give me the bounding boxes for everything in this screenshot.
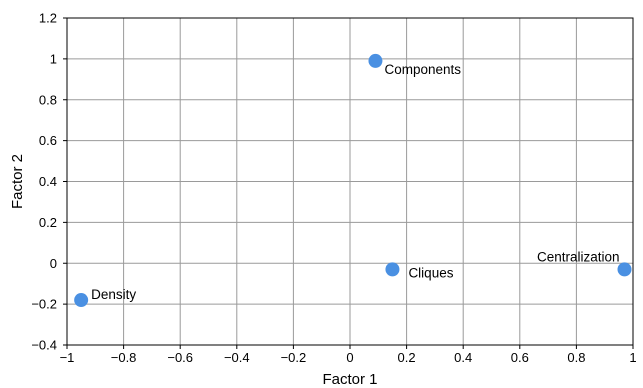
y-tick-label: 1 [50, 51, 57, 66]
x-tick-label: 0.6 [511, 350, 529, 365]
x-tick-label: 0.4 [454, 350, 472, 365]
data-point [385, 262, 400, 277]
y-tick-label: −0.2 [31, 297, 57, 312]
data-point [74, 293, 89, 308]
data-point-label: Components [384, 62, 461, 77]
data-point-label: Cliques [408, 265, 453, 280]
grid-lines [66, 17, 634, 346]
data-point-label: Density [91, 287, 136, 302]
y-tick-label: 0.4 [39, 174, 57, 189]
x-tick-label: 0.2 [398, 350, 416, 365]
data-point [617, 262, 632, 277]
x-tick-label: 1 [629, 350, 636, 365]
x-tick-label: −0.2 [281, 350, 307, 365]
y-axis-ticks: −0.4 −0.2 0 0.2 0.4 0.6 0.8 1 1.2 [31, 11, 67, 353]
x-tick-label: 0.8 [567, 350, 585, 365]
x-axis-ticks: −1 −0.8 −0.6 −0.4 −0.2 0 0.2 0.4 0.6 0.8 1 [60, 345, 637, 365]
y-tick-label: 0.6 [39, 133, 57, 148]
y-tick-label: 0.8 [39, 92, 57, 107]
x-tick-label: −0.4 [224, 350, 250, 365]
y-tick-label: −0.4 [31, 338, 57, 353]
y-tick-label: 1.2 [39, 11, 57, 26]
data-points: Components Cliques Centralization Density [74, 53, 632, 308]
y-axis-label: Factor 2 [9, 154, 26, 209]
x-axis-label: Factor 1 [322, 371, 377, 388]
x-tick-label: 0 [346, 350, 353, 365]
x-tick-label: −0.8 [111, 350, 137, 365]
x-tick-label: −0.6 [167, 350, 193, 365]
y-tick-label: 0.2 [39, 215, 57, 230]
data-point [368, 53, 383, 68]
x-tick-label: −1 [60, 350, 75, 365]
data-point-label: Centralization [537, 249, 620, 264]
y-tick-label: 0 [50, 256, 57, 271]
